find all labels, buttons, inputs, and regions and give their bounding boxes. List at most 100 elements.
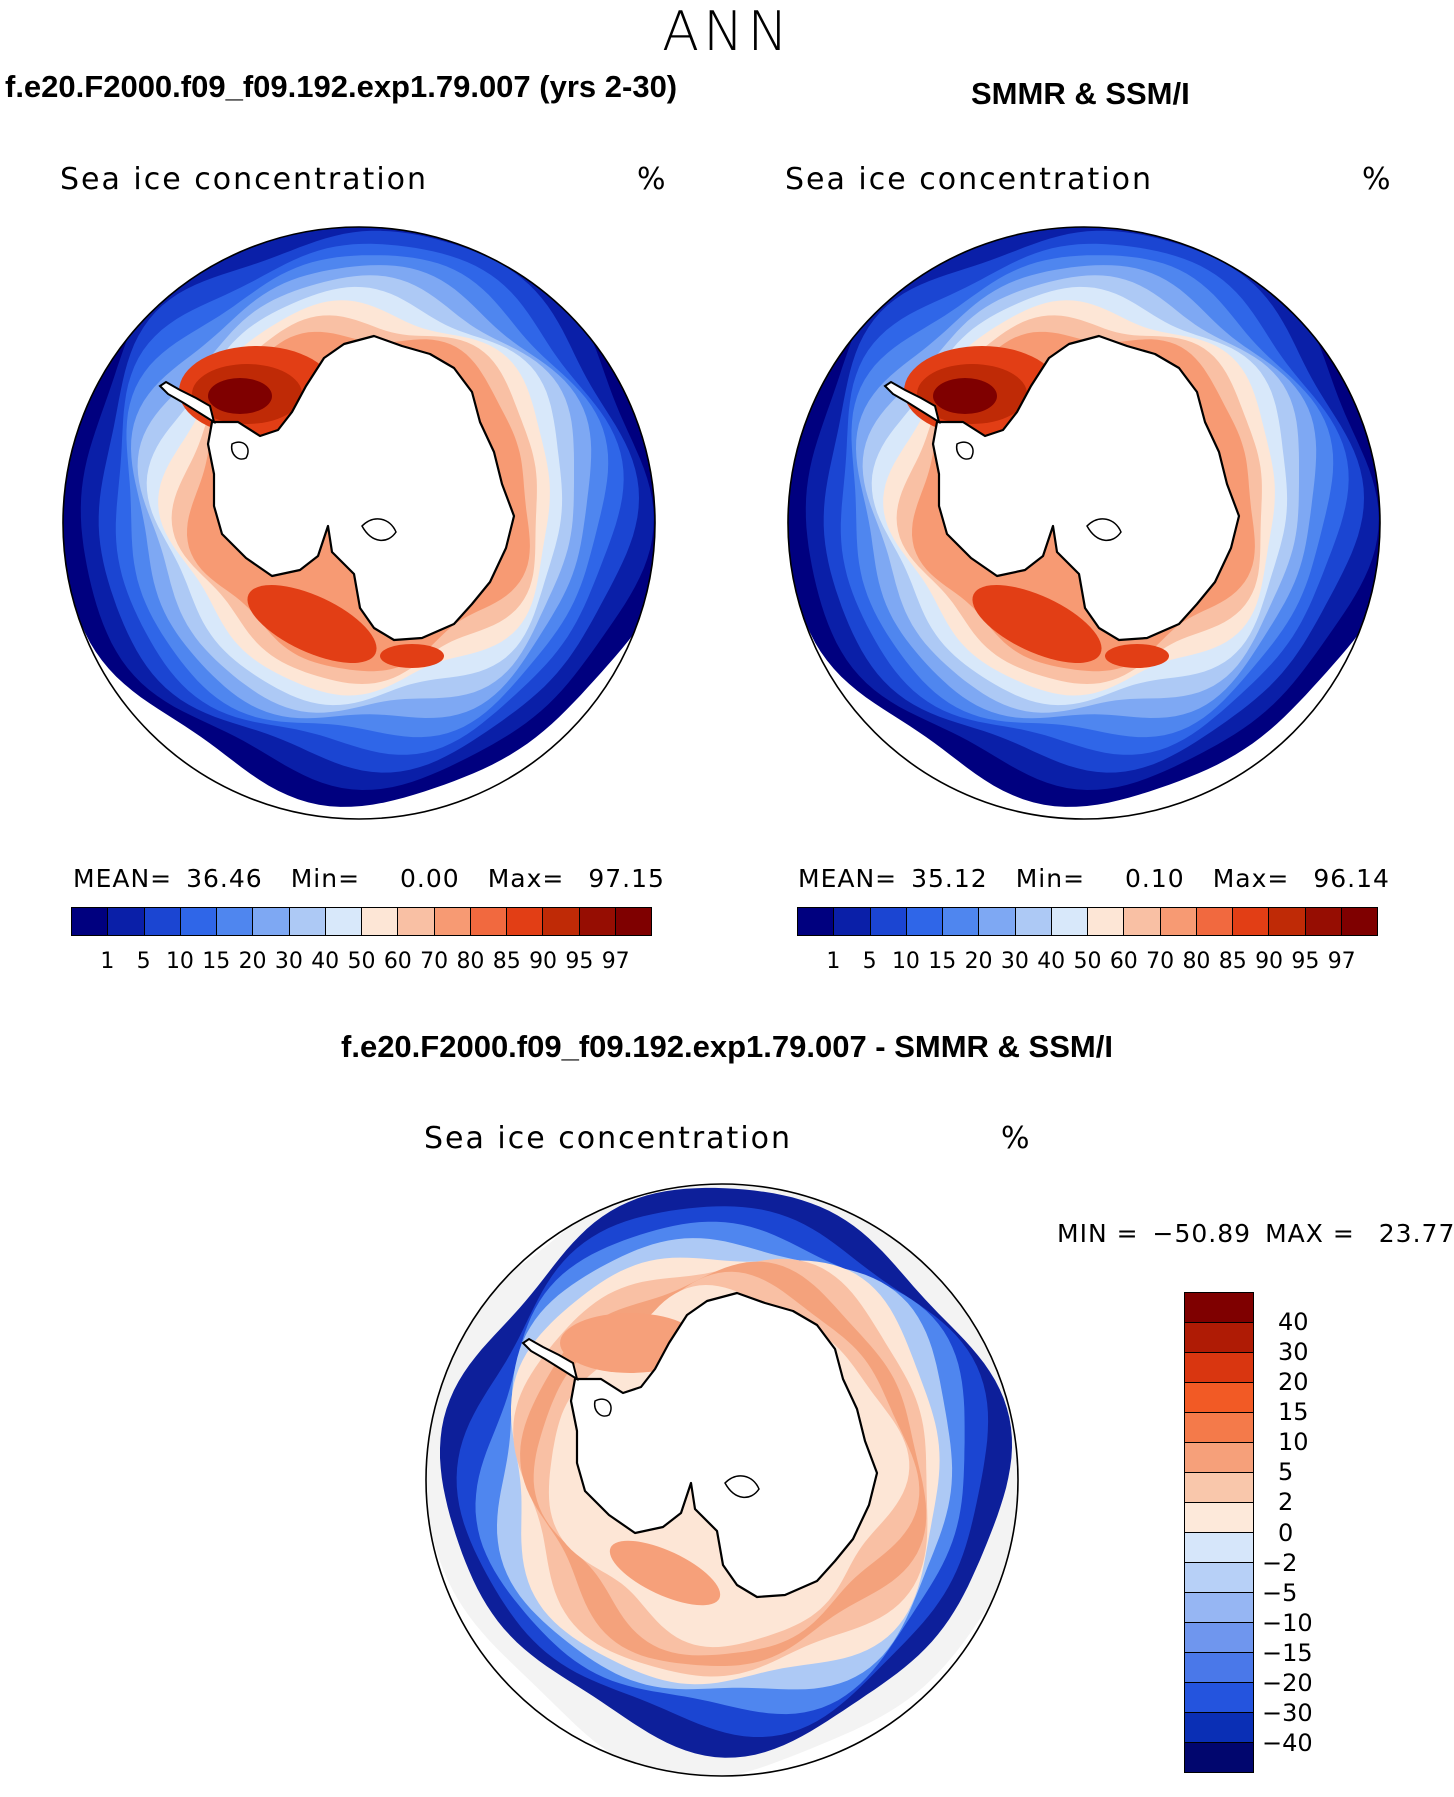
colorbar-tick-label: 70 <box>1146 949 1175 974</box>
colorbar-swatch <box>1341 908 1377 935</box>
antarctic-peninsula <box>521 1337 579 1382</box>
colorbar-swatch <box>1305 908 1342 935</box>
colorbar-tick-label: 97 <box>1327 949 1356 974</box>
colorbar-swatch <box>253 908 290 935</box>
colorbar-swatch <box>325 908 362 935</box>
colorbar-swatch <box>943 908 980 935</box>
colorbar-tick-label: 10 <box>165 949 194 974</box>
difference-max-label: MAX = <box>1265 1219 1355 1248</box>
colorbar-swatch <box>1185 1533 1253 1563</box>
colorbar-swatch <box>798 908 835 935</box>
colorbar-tick-label: 80 <box>1182 949 1211 974</box>
colorbar-tick-label: 50 <box>1073 949 1102 974</box>
difference-polar-map <box>425 1183 1019 1777</box>
model-units-label: % <box>637 162 666 197</box>
colorbar-tick-label: 5 <box>1278 1458 1294 1487</box>
obs-min-value: 0.10 <box>1125 864 1185 893</box>
colorbar-swatch <box>543 908 580 935</box>
colorbar-swatch <box>1088 908 1125 935</box>
model-mean-label: MEAN= <box>73 864 173 893</box>
colorbar-tick-label: −10 <box>1262 1608 1313 1637</box>
colorbar-tick-label: 15 <box>1278 1398 1309 1427</box>
colorbar-tick-label: 90 <box>529 949 558 974</box>
difference-variable-label: Sea ice concentration <box>424 1121 793 1156</box>
obs-mean-label: MEAN= <box>798 864 898 893</box>
colorbar-tick-label: −15 <box>1262 1638 1313 1667</box>
colorbar-swatch <box>1185 1593 1253 1623</box>
colorbar-swatch <box>507 908 544 935</box>
colorbar-swatch <box>1185 1473 1253 1503</box>
colorbar-swatch <box>434 908 471 935</box>
obs-polar-map <box>787 226 1381 820</box>
colorbar-tick-label: 5 <box>136 949 151 974</box>
obs-max-label: Max= <box>1212 864 1290 893</box>
colorbar-tick-label: 0 <box>1278 1518 1294 1547</box>
colorbar-tick-label: 85 <box>1218 949 1247 974</box>
difference-panel-title: f.e20.F2000.f09_f09.192.exp1.79.007 - SM… <box>341 1029 1113 1064</box>
colorbar-swatch <box>1185 1683 1253 1713</box>
map-boundary <box>425 1183 1019 1777</box>
sea-ice-difference-contour <box>609 1540 721 1606</box>
island-outline <box>230 441 249 460</box>
obs-colorbar <box>797 907 1378 936</box>
colorbar-tick-label: 20 <box>964 949 993 974</box>
obs-variable-label: Sea ice concentration <box>785 162 1154 197</box>
ice-concentration-contour <box>247 585 377 663</box>
colorbar-swatch <box>870 908 907 935</box>
colorbar-swatch <box>1233 908 1270 935</box>
colorbar-swatch <box>1124 908 1161 935</box>
colorbar-swatch <box>144 908 181 935</box>
colorbar-swatch <box>1185 1323 1253 1353</box>
colorbar-swatch <box>1051 908 1088 935</box>
antarctica-coastline <box>931 334 1241 642</box>
colorbar-swatch <box>1185 1713 1253 1743</box>
colorbar-tick-label: 85 <box>492 949 521 974</box>
colorbar-tick-label: 15 <box>928 949 957 974</box>
colorbar-tick-label: 97 <box>601 949 630 974</box>
model-max-value: 97.15 <box>588 864 665 893</box>
colorbar-swatch <box>1185 1353 1253 1383</box>
colorbar-tick-label: 60 <box>383 949 412 974</box>
colorbar-swatch <box>1185 1623 1253 1653</box>
colorbar-tick-label: −2 <box>1262 1548 1298 1577</box>
colorbar-tick-label: −30 <box>1262 1698 1313 1727</box>
colorbar-tick-label: 10 <box>1278 1428 1309 1457</box>
colorbar-swatch <box>398 908 435 935</box>
colorbar-tick-label: 95 <box>1291 949 1320 974</box>
colorbar-swatch <box>1160 908 1197 935</box>
colorbar-swatch <box>834 908 871 935</box>
colorbar-tick-label: 50 <box>347 949 376 974</box>
colorbar-swatch <box>579 908 616 935</box>
difference-min-value: −50.89 <box>1152 1219 1252 1248</box>
antarctic-peninsula <box>883 380 941 425</box>
colorbar-tick-label: 40 <box>1037 949 1066 974</box>
colorbar-tick-label: 1 <box>100 949 115 974</box>
colorbar-swatch <box>1185 1563 1253 1593</box>
colorbar-tick-label: 70 <box>420 949 449 974</box>
obs-min-label: Min= <box>1015 864 1086 893</box>
ross-ice-shelf-outline <box>724 1475 760 1498</box>
colorbar-tick-label: −5 <box>1262 1578 1298 1607</box>
colorbar-swatch <box>1185 1653 1253 1683</box>
colorbar-tick-label: 40 <box>311 949 340 974</box>
difference-min-label: MIN = <box>1057 1219 1139 1248</box>
difference-units-label: % <box>1001 1121 1030 1156</box>
difference-max-value: 23.77 <box>1378 1219 1454 1248</box>
colorbar-tick-label: 95 <box>565 949 594 974</box>
ross-ice-shelf-outline <box>361 518 397 541</box>
model-colorbar-ticks: 1 5 10 15 20 30 40 50 60 70 80 85 90 95 97 <box>71 949 652 975</box>
ice-concentration-contour <box>1105 644 1169 668</box>
model-stats: MEAN= 36.46 Min= 0.00 Max= 97.15 <box>73 864 679 893</box>
ice-concentration-contour <box>933 378 997 414</box>
antarctica-coastline <box>206 334 516 642</box>
antarctica-coastline <box>569 1291 879 1599</box>
obs-max-value: 96.14 <box>1313 864 1390 893</box>
obs-units-label: % <box>1362 162 1391 197</box>
model-variable-label: Sea ice concentration <box>60 162 429 197</box>
colorbar-swatch <box>1185 1503 1253 1533</box>
colorbar-swatch <box>1196 908 1233 935</box>
colorbar-swatch <box>108 908 145 935</box>
colorbar-tick-label: 80 <box>456 949 485 974</box>
colorbar-swatch <box>979 908 1016 935</box>
colorbar-tick-label: 20 <box>238 949 267 974</box>
